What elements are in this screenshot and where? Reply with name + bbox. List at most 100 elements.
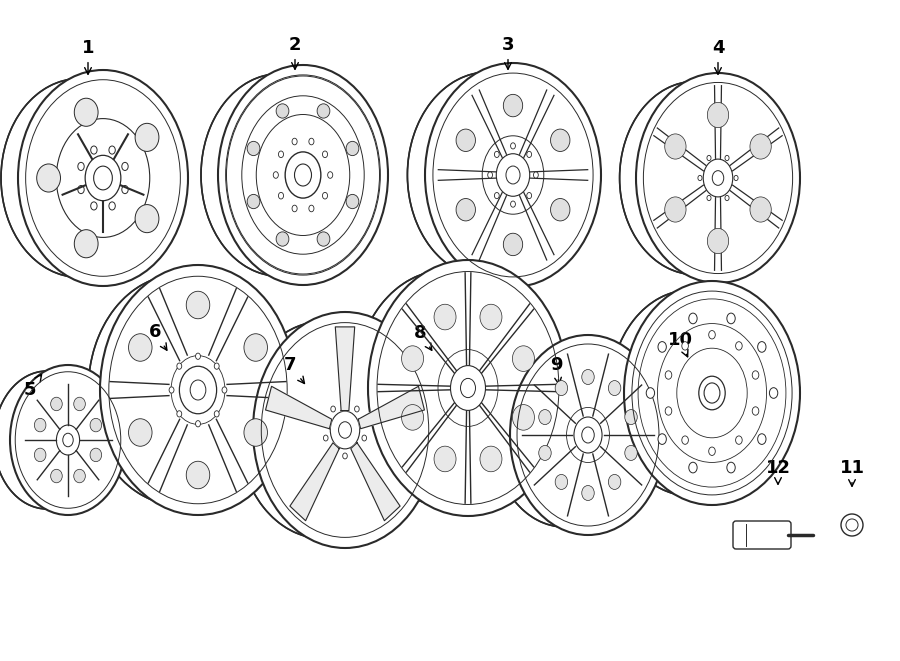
Ellipse shape [176,363,182,369]
Ellipse shape [434,304,456,330]
Text: 10: 10 [668,331,692,357]
Ellipse shape [338,422,351,438]
Ellipse shape [608,381,621,395]
Ellipse shape [658,342,666,352]
Ellipse shape [425,63,601,287]
Text: 1: 1 [82,39,94,74]
Ellipse shape [408,72,570,278]
Ellipse shape [222,387,227,393]
Ellipse shape [734,175,738,180]
Ellipse shape [74,397,86,410]
Ellipse shape [434,446,456,472]
Ellipse shape [510,143,516,149]
Ellipse shape [343,453,347,459]
Ellipse shape [727,313,735,324]
Ellipse shape [503,233,523,256]
Ellipse shape [253,312,437,548]
Ellipse shape [727,462,735,473]
Ellipse shape [276,232,289,246]
Ellipse shape [122,186,128,194]
Polygon shape [358,386,425,429]
Ellipse shape [169,387,174,393]
Ellipse shape [294,164,311,186]
Ellipse shape [129,334,152,362]
Ellipse shape [758,434,766,444]
Ellipse shape [526,151,532,157]
Ellipse shape [658,434,666,444]
Ellipse shape [707,102,729,128]
Ellipse shape [122,163,128,171]
Ellipse shape [665,134,686,159]
Ellipse shape [581,427,594,443]
Text: 9: 9 [550,356,562,384]
Ellipse shape [555,475,568,489]
Ellipse shape [109,146,115,154]
Ellipse shape [248,141,260,155]
Polygon shape [266,386,332,429]
Ellipse shape [506,166,520,184]
Ellipse shape [750,197,771,222]
Ellipse shape [624,281,800,505]
Ellipse shape [456,198,475,221]
Ellipse shape [752,371,759,379]
Ellipse shape [646,388,654,399]
Ellipse shape [735,342,742,350]
Ellipse shape [581,369,594,385]
Ellipse shape [201,74,357,276]
Ellipse shape [214,363,220,369]
FancyBboxPatch shape [733,521,791,549]
Ellipse shape [1,79,158,278]
Ellipse shape [244,334,267,362]
Ellipse shape [708,447,716,455]
Ellipse shape [129,419,152,446]
Polygon shape [351,443,400,521]
Text: 8: 8 [414,324,432,350]
Ellipse shape [0,371,101,509]
Ellipse shape [88,275,268,505]
Ellipse shape [323,435,328,441]
Ellipse shape [555,381,568,395]
Ellipse shape [100,265,296,515]
Ellipse shape [90,418,102,432]
Ellipse shape [461,378,475,398]
Ellipse shape [322,192,328,199]
Ellipse shape [735,436,742,444]
Ellipse shape [625,446,637,461]
Ellipse shape [74,469,86,483]
Ellipse shape [704,383,720,403]
Text: 4: 4 [712,39,724,74]
Ellipse shape [186,461,210,488]
Ellipse shape [355,406,359,412]
Ellipse shape [551,129,570,151]
Ellipse shape [480,304,502,330]
Text: 6: 6 [148,323,166,350]
Ellipse shape [480,446,502,472]
Ellipse shape [186,292,210,319]
Ellipse shape [75,98,98,126]
Ellipse shape [10,365,126,515]
Ellipse shape [494,192,500,199]
Text: 11: 11 [840,459,865,486]
Ellipse shape [636,73,800,283]
Ellipse shape [248,194,260,209]
Ellipse shape [91,146,97,154]
Ellipse shape [682,342,688,350]
Ellipse shape [276,104,289,118]
Ellipse shape [456,129,475,151]
Text: 2: 2 [289,36,302,69]
Ellipse shape [278,151,284,157]
Ellipse shape [292,138,297,145]
Ellipse shape [665,407,671,415]
Ellipse shape [63,433,73,447]
Ellipse shape [688,462,698,473]
Ellipse shape [135,124,159,151]
Ellipse shape [278,192,284,199]
Ellipse shape [195,353,201,360]
Ellipse shape [712,171,724,185]
Ellipse shape [698,175,702,180]
Ellipse shape [401,346,424,371]
Ellipse shape [244,419,267,446]
Ellipse shape [77,186,85,194]
Ellipse shape [512,346,535,371]
Ellipse shape [750,134,771,159]
